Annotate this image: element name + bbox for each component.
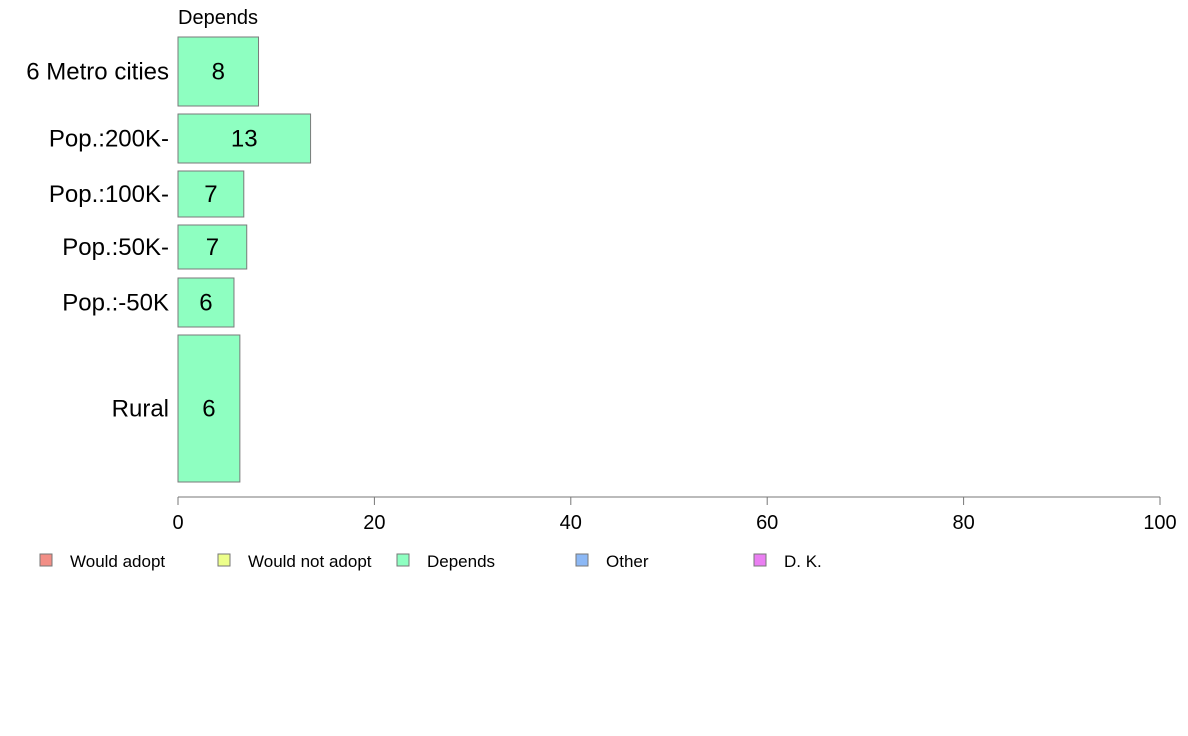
- bar: [177, 334, 241, 483]
- bar: [177, 170, 245, 218]
- legend-label: Would adopt: [70, 552, 165, 571]
- legend-label: Would not adopt: [248, 552, 372, 571]
- legend-swatch: [575, 553, 589, 567]
- category-label: Pop.:100K-: [49, 181, 169, 208]
- legend-swatch: [39, 553, 53, 567]
- x-tick-label: 60: [756, 512, 778, 534]
- x-tick-label: 80: [952, 512, 974, 534]
- legend-swatch: [753, 553, 767, 567]
- bars-group: 8 13 7 7 6 6: [177, 36, 312, 483]
- bar-value-label: 8: [212, 59, 225, 86]
- bar-value-label: 13: [231, 126, 258, 153]
- category-label: Pop.:-50K: [62, 290, 169, 317]
- x-axis: 0 20 40 60 80 100: [172, 496, 1177, 534]
- legend-label: Depends: [427, 552, 495, 571]
- bar-value-label: 6: [199, 290, 212, 317]
- legend-label: D. K.: [784, 552, 822, 571]
- bar: [177, 36, 260, 107]
- category-labels-group: 6 Metro cities Pop.:200K- Pop.:100K- Pop.:5…: [26, 59, 169, 423]
- chart-title: Depends: [178, 7, 258, 29]
- x-tick-label: 0: [172, 512, 183, 534]
- bar-value-label: 6: [202, 396, 215, 423]
- bar: [177, 113, 312, 164]
- x-tick-label: 40: [560, 512, 582, 534]
- legend-swatch: [217, 553, 231, 567]
- category-label: 6 Metro cities: [26, 59, 169, 86]
- bar-value-label: 7: [206, 234, 219, 261]
- bar: [177, 224, 248, 270]
- legend-label: Other: [606, 552, 649, 571]
- bar-value-label: 7: [204, 181, 217, 208]
- legend-swatch: [396, 553, 410, 567]
- bar: [177, 277, 235, 328]
- category-label: Pop.:50K-: [62, 234, 169, 261]
- legend: Would adopt Would not adopt Depends Other D.…: [39, 552, 822, 571]
- x-tick-label: 100: [1143, 512, 1176, 534]
- category-label: Pop.:200K-: [49, 126, 169, 153]
- category-label: Rural: [112, 396, 169, 423]
- x-tick-label: 20: [363, 512, 385, 534]
